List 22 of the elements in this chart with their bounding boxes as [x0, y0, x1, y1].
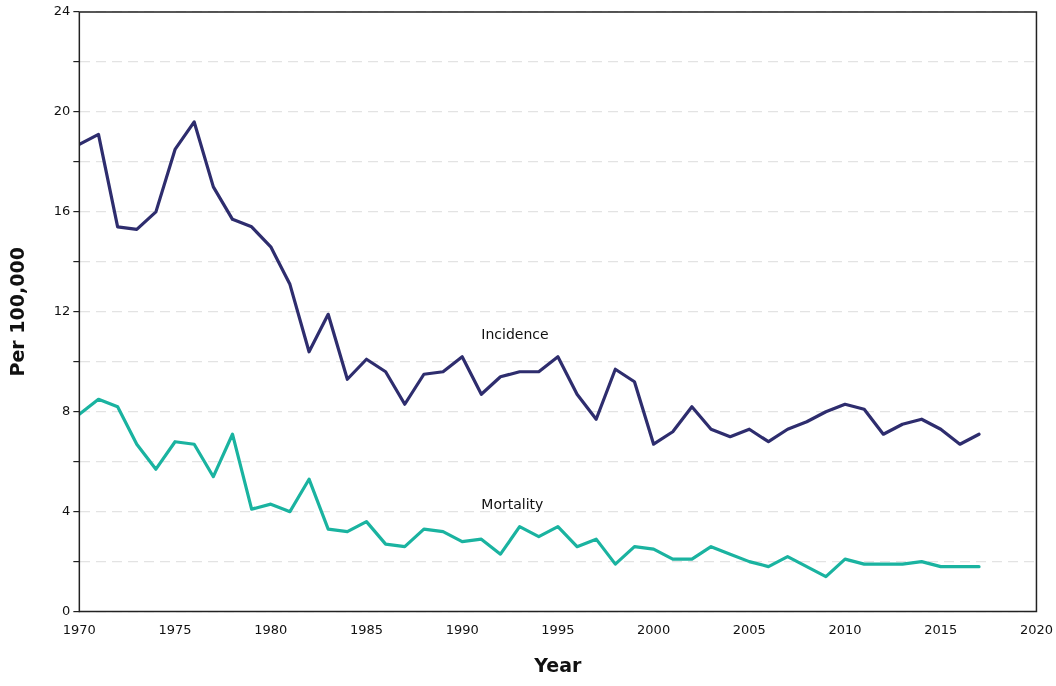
y-tick-label: 4	[62, 503, 71, 519]
y-tick-label: 24	[53, 3, 71, 19]
y-tick-label: 8	[62, 403, 71, 419]
x-tick-label: 1975	[158, 621, 192, 637]
y-tick-label: 0	[62, 602, 71, 618]
y-tick-label: 16	[53, 203, 71, 219]
y-tick-label: 20	[53, 103, 71, 119]
x-tick-label: 1995	[541, 621, 575, 637]
x-tick-label: 1970	[62, 621, 96, 637]
x-tick-label: 2015	[924, 621, 958, 637]
y-axis-title: Per 100,000	[6, 247, 29, 377]
x-tick-label: 1990	[445, 621, 479, 637]
x-tick-label: 2005	[732, 621, 766, 637]
series-label: Mortality	[481, 496, 544, 513]
x-axis-title: Year	[533, 653, 583, 676]
x-tick-label: 2010	[828, 621, 862, 637]
x-tick-label: 1985	[349, 621, 384, 637]
x-tick-label: 2000	[637, 621, 671, 637]
x-tick-label: 1980	[254, 621, 288, 637]
y-tick-label: 12	[53, 303, 71, 319]
series-label: Incidence	[481, 326, 549, 343]
x-tick-label: 2020	[1019, 621, 1053, 637]
